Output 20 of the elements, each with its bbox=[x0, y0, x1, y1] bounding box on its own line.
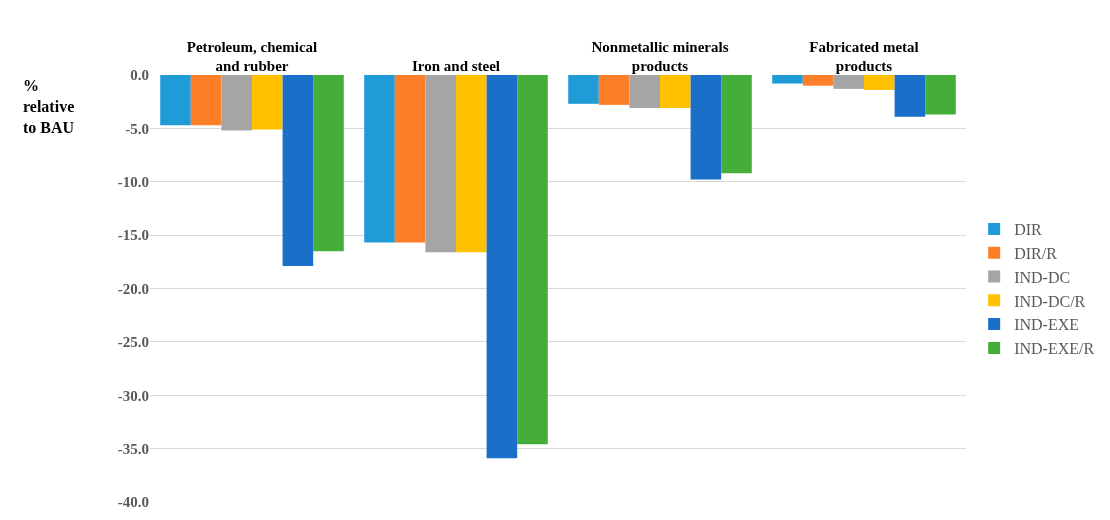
y-tick-label: -40.0 bbox=[117, 494, 149, 511]
y-axis-title: % relative to BAU bbox=[23, 77, 75, 136]
legend-label: IND-EXE bbox=[1014, 316, 1080, 334]
x-tick-label: Fabricated metal products bbox=[809, 38, 919, 74]
y-tick-label: -10.0 bbox=[117, 174, 149, 190]
x-tick-label: Iron and steel bbox=[411, 58, 501, 74]
y-tick-label: -5.0 bbox=[125, 120, 149, 137]
x-tick-label: Nonmetallic minerals products bbox=[591, 38, 729, 74]
y-tick-label: 0.0 bbox=[130, 67, 149, 84]
y-tick-label: -20.0 bbox=[117, 280, 149, 297]
legend-label: IND-EXE/R bbox=[1014, 340, 1095, 358]
y-tick-label: -15.0 bbox=[117, 227, 149, 244]
y-tick-label: -35.0 bbox=[117, 440, 149, 457]
legend-label: DIR/R bbox=[1014, 244, 1058, 262]
y-tick-label: -30.0 bbox=[117, 387, 149, 404]
legend-label: DIR bbox=[1014, 221, 1043, 239]
legend-label: IND-DC bbox=[1014, 268, 1071, 286]
y-tick-label: -25.0 bbox=[117, 334, 149, 351]
x-tick-label: Petroleum, chemical and rubber bbox=[186, 38, 318, 74]
legend-label: IND-DC/R bbox=[1014, 292, 1086, 310]
